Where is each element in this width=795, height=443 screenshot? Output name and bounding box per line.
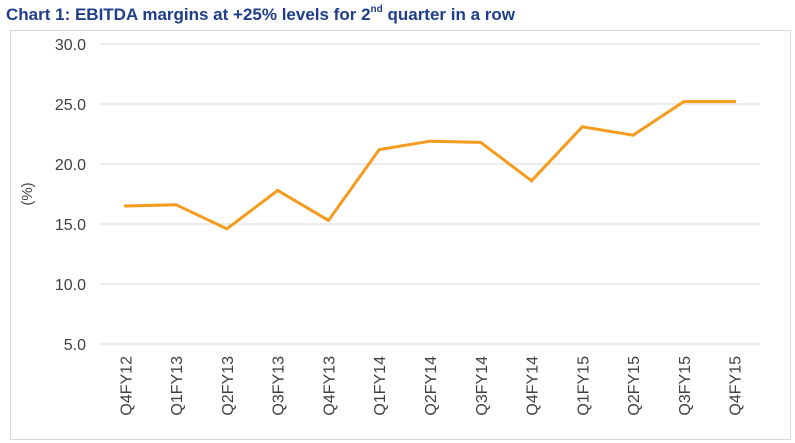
chart-title-prefix: Chart 1: EBITDA margins at +25% levels f… — [6, 5, 371, 24]
y-tick-label: 15.0 — [55, 217, 86, 234]
series-line — [123, 100, 737, 231]
y-tick-label: 20.0 — [55, 157, 86, 174]
data-point — [326, 218, 330, 222]
x-tick-label: Q4FY14 — [525, 356, 542, 416]
x-tick-label: Q2FY13 — [220, 356, 237, 416]
chart-title-superscript: nd — [370, 4, 383, 15]
data-point — [631, 133, 635, 137]
x-tick-label: Q4FY15 — [728, 356, 745, 416]
data-point — [479, 140, 483, 144]
x-tick-label: Q1FY13 — [169, 356, 186, 416]
x-tick-label: Q4FY13 — [321, 356, 338, 416]
x-tick-label: Q1FY15 — [575, 356, 592, 416]
data-point — [530, 179, 534, 183]
y-tick-label: 30.0 — [55, 37, 86, 54]
chart-title: Chart 1: EBITDA margins at +25% levels f… — [6, 4, 515, 25]
x-tick-label: Q3FY15 — [677, 356, 694, 416]
x-tick-label: Q3FY13 — [271, 356, 288, 416]
data-point — [174, 203, 178, 207]
data-point — [682, 100, 686, 104]
series-group — [123, 100, 737, 231]
data-point — [733, 100, 737, 104]
x-tick-label: Q2FY15 — [626, 356, 643, 416]
chart-title-suffix: quarter in a row — [382, 5, 515, 24]
gridlines — [100, 43, 760, 285]
data-point — [276, 188, 280, 192]
data-point — [225, 227, 229, 231]
y-tick-label: 10.0 — [55, 277, 86, 294]
data-point — [377, 148, 381, 152]
x-tick-label: Q3FY14 — [474, 356, 491, 416]
y-axis-label: (%) — [19, 182, 36, 205]
x-tick-label: Q2FY14 — [423, 356, 440, 416]
y-tick-label: 25.0 — [55, 97, 86, 114]
x-tick-label: Q4FY12 — [118, 356, 135, 416]
y-tick-label: 5.0 — [64, 337, 86, 354]
x-tick-label: Q1FY14 — [372, 356, 389, 416]
data-point — [580, 125, 584, 129]
chart-frame — [10, 30, 791, 440]
y-axis-ticks: 5.0 10.0 15.0 20.0 25.0 30.0 — [55, 37, 86, 354]
data-point — [123, 204, 127, 208]
x-axis-ticks: Q4FY12 Q1FY13 Q2FY13 Q3FY13 Q4FY13 Q1FY14 Q2FY… — [118, 356, 744, 416]
data-point — [428, 139, 432, 143]
